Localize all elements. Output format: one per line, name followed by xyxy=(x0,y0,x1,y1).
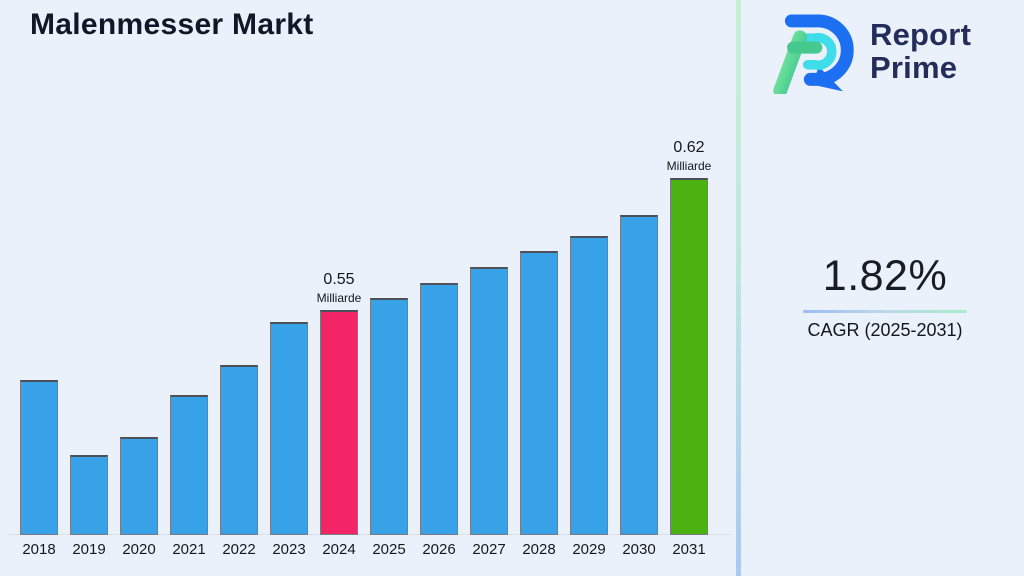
bar-2020 xyxy=(120,437,158,535)
page-title: Malenmesser Markt xyxy=(30,8,314,41)
bar-2028 xyxy=(520,251,558,535)
bar-2023 xyxy=(270,322,308,535)
report-prime-logo-icon xyxy=(773,14,854,94)
brand-name-line1: Report xyxy=(870,17,972,52)
bar-2022 xyxy=(220,365,258,535)
cagr-value: 1.82% xyxy=(822,252,948,300)
bar-2026 xyxy=(420,283,458,535)
x-tick-2025: 2025 xyxy=(372,541,406,558)
bar-plot: 0.55 Milliarde 0.62 Milliarde xyxy=(0,134,740,535)
x-tick-2020: 2020 xyxy=(122,541,156,558)
x-axis-line xyxy=(8,534,730,535)
bar-2025 xyxy=(370,298,408,535)
cagr-underline xyxy=(803,310,967,313)
annotation-value: 0.62 xyxy=(673,139,705,156)
bar-2018 xyxy=(20,380,58,535)
brand-name: Report Prime xyxy=(870,18,971,84)
x-tick-2023: 2023 xyxy=(272,541,306,558)
vertical-divider xyxy=(736,0,741,576)
bar-2029 xyxy=(570,236,608,535)
x-tick-2022: 2022 xyxy=(222,541,256,558)
bar-2019 xyxy=(70,455,108,535)
x-tick-2026: 2026 xyxy=(422,541,456,558)
bar-2030 xyxy=(620,215,658,535)
bar-2027 xyxy=(470,267,508,535)
annotation-value: 0.55 xyxy=(323,271,355,288)
annotation-unit: Milliarde xyxy=(666,159,712,173)
bar-annotation-2024: 0.55 Milliarde xyxy=(294,271,384,305)
annotation-unit: Milliarde xyxy=(316,291,362,305)
bar-2021 xyxy=(170,395,208,535)
bar-2031 xyxy=(670,178,708,535)
cagr-label: CAGR (2025-2031) xyxy=(807,320,963,340)
x-tick-2027: 2027 xyxy=(472,541,506,558)
x-tick-2024: 2024 xyxy=(322,541,356,558)
brand-name-line2: Prime xyxy=(870,50,958,85)
x-tick-2030: 2030 xyxy=(622,541,656,558)
cagr-block: 1.82% CAGR (2025-2031) xyxy=(772,252,998,341)
x-tick-2028: 2028 xyxy=(522,541,556,558)
x-tick-2018: 2018 xyxy=(22,541,56,558)
x-tick-2021: 2021 xyxy=(172,541,206,558)
bar-2024 xyxy=(320,310,358,535)
x-tick-2029: 2029 xyxy=(572,541,606,558)
x-axis-labels: 2018 2019 2020 2021 2022 2023 2024 2025 2026 2027… xyxy=(0,541,740,563)
brand-logo: Report Prime xyxy=(766,8,971,94)
x-tick-2031: 2031 xyxy=(672,541,706,558)
bar-annotation-2031: 0.62 Milliarde xyxy=(644,139,734,173)
x-tick-2019: 2019 xyxy=(72,541,106,558)
